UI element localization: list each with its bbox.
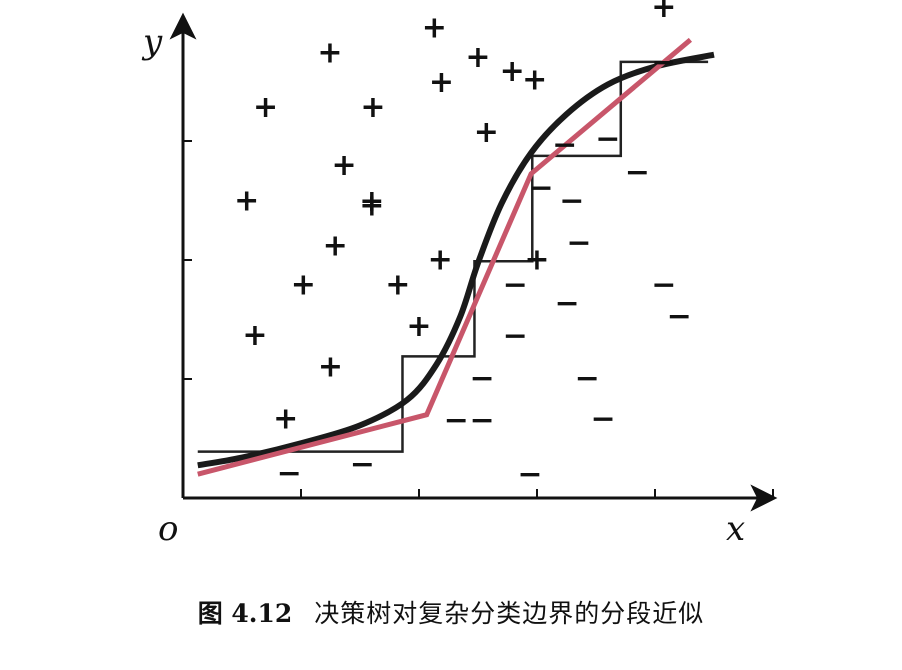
negative-sample-17: − bbox=[591, 401, 616, 436]
positive-sample-24: + bbox=[651, 0, 676, 25]
positive-sample-2: + bbox=[317, 35, 342, 70]
negative-sample-7: − bbox=[566, 226, 591, 261]
negative-sample-9: − bbox=[651, 267, 676, 302]
negative-sample-13: − bbox=[575, 361, 600, 396]
y-axis-label: y bbox=[141, 22, 163, 62]
positive-sample-17: + bbox=[406, 309, 431, 344]
positive-sample-3: + bbox=[422, 10, 447, 45]
positive-sample-4: + bbox=[360, 90, 385, 125]
negative-sample-11: − bbox=[555, 286, 580, 321]
positive-sample-22: + bbox=[318, 350, 343, 385]
negative-sample-20: − bbox=[517, 457, 542, 492]
origin-label: o bbox=[158, 509, 178, 549]
negative-sample-8: − bbox=[503, 267, 528, 302]
negative-sample-18: − bbox=[277, 456, 302, 491]
negative-sample-12: − bbox=[503, 319, 528, 354]
negative-sample-19: − bbox=[350, 447, 375, 482]
positive-sample-8: + bbox=[474, 115, 499, 150]
boundary-curves bbox=[197, 37, 715, 477]
positive-sample-15: + bbox=[359, 184, 384, 219]
negative-sample-4: − bbox=[529, 170, 554, 205]
figure-caption: 图 4.12 决策树对复杂分类边界的分段近似 bbox=[0, 594, 902, 630]
negative-sample-16: − bbox=[470, 403, 495, 438]
axes: y x o bbox=[141, 12, 778, 549]
x-axis-label: x bbox=[726, 509, 745, 549]
positive-sample-21: + bbox=[273, 401, 298, 436]
positive-sample-23: + bbox=[524, 242, 549, 277]
positive-sample-5: + bbox=[429, 65, 454, 100]
negative-sample-10: − bbox=[667, 299, 692, 334]
sample-points: ++++++++++++++++++++++++−−−−−−−−−−−−−−−−… bbox=[234, 0, 692, 492]
positive-sample-16: + bbox=[428, 242, 453, 277]
negative-sample-15: − bbox=[444, 403, 469, 438]
negative-sample-14: − bbox=[470, 361, 495, 396]
negative-sample-5: − bbox=[559, 184, 584, 219]
positive-sample-7: + bbox=[465, 40, 490, 75]
positive-sample-19: + bbox=[385, 267, 410, 302]
positive-sample-18: + bbox=[291, 267, 316, 302]
negative-sample-2: − bbox=[595, 122, 620, 157]
negative-sample-1: − bbox=[651, 45, 676, 80]
piecewise-linear-boundary bbox=[197, 37, 693, 477]
positive-sample-20: + bbox=[242, 318, 267, 353]
positive-sample-1: + bbox=[253, 90, 278, 125]
figure-number: 图 4.12 bbox=[197, 599, 293, 628]
positive-sample-9: + bbox=[500, 54, 525, 89]
positive-sample-11: + bbox=[234, 184, 259, 219]
negative-sample-6: − bbox=[625, 155, 650, 190]
positive-sample-13: + bbox=[359, 188, 384, 223]
positive-sample-10: + bbox=[522, 63, 547, 98]
positive-sample-12: + bbox=[331, 148, 356, 183]
axis-ticks bbox=[183, 140, 774, 498]
negative-sample-3: − bbox=[552, 128, 577, 163]
decision-boundary-figure: y x o ++++++++++++++++++++++++−−−−−−−−−−… bbox=[141, 0, 778, 549]
true-boundary-curve bbox=[197, 51, 715, 469]
figure-caption-text: 决策树对复杂分类边界的分段近似 bbox=[314, 599, 705, 628]
positive-sample-14: + bbox=[323, 229, 348, 264]
